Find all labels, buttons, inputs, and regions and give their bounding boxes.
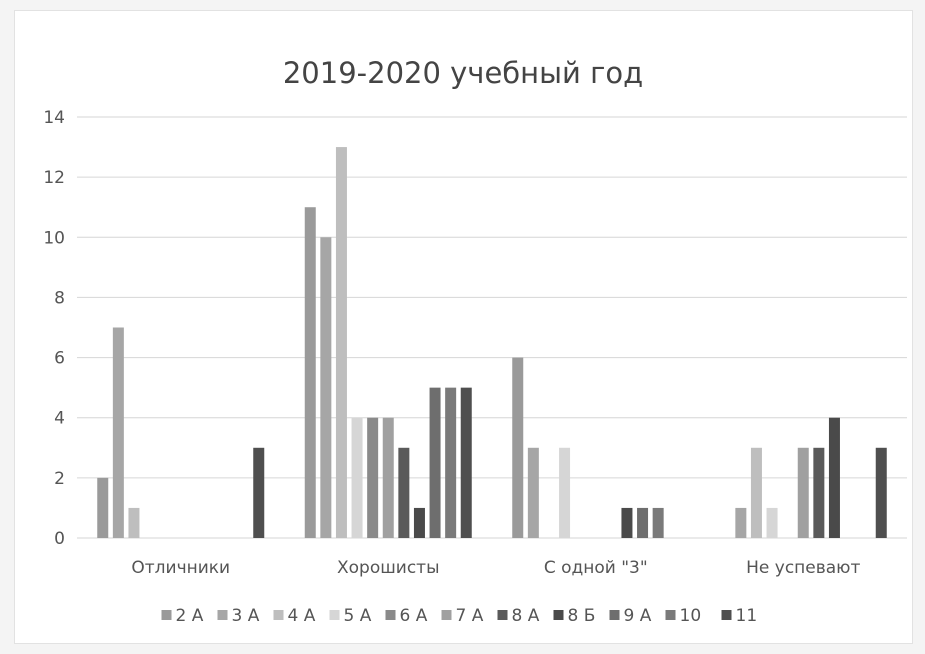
y-tick-label: 12 [43,168,65,188]
bar [304,207,316,538]
category-label: Хорошисты [337,558,440,578]
bar [875,447,887,538]
bar [253,447,265,538]
legend-swatch [161,610,172,620]
legend-label: 3 А [232,606,260,626]
category-label: Не успевают [746,558,860,578]
bar [429,387,441,538]
category-labels: Отличники Хорошисты С одной "3" Не успевают [131,558,860,578]
bar [460,387,472,538]
legend-swatch [385,610,396,620]
legend: 2 А 3 А 4 А 5 А 6 А 7 А 8 А 8 Б 9 А 10 11 [161,606,758,626]
bar [112,327,124,538]
bar [97,477,109,538]
bar [797,447,809,538]
category-label: Отличники [131,558,230,578]
y-tick-label: 6 [54,349,65,369]
y-tick-label: 8 [54,288,65,308]
chart-svg: 2019-2020 учебный год 0 2 4 6 8 10 12 14 Отличн… [43,56,907,626]
bar [813,447,825,538]
legend-label: 6 А [400,606,428,626]
category-label: С одной "3" [544,558,648,578]
bar [735,507,747,538]
legend-swatch [329,610,340,620]
legend-label: 8 Б [568,606,596,626]
legend-label: 2 А [176,606,204,626]
bars [97,147,887,539]
bar [445,387,457,538]
legend-label: 5 А [344,606,372,626]
legend-label: 9 А [624,606,652,626]
bar [750,447,762,538]
y-tick-label: 2 [54,469,65,489]
y-axis-tick-labels: 0 2 4 6 8 10 12 14 [43,108,65,549]
y-tick-label: 4 [54,409,65,429]
bar [766,507,778,538]
bar [637,507,649,538]
bar [367,417,379,538]
gridlines [77,116,907,539]
bar [398,447,410,538]
legend-swatch [665,610,676,620]
bar [527,447,539,538]
bar [335,147,347,539]
chart-frame: 2019-2020 учебный год 0 2 4 6 8 10 12 14 Отличн… [14,10,913,644]
y-tick-label: 10 [43,228,65,248]
legend-swatch [553,610,564,620]
chart-title: 2019-2020 учебный год [283,56,643,90]
legend-swatch [609,610,620,620]
bar [413,507,425,538]
bar [559,447,571,538]
legend-swatch [721,610,732,620]
bar [652,507,664,538]
legend-swatch [497,610,508,620]
legend-label: 4 А [288,606,316,626]
y-tick-label: 0 [54,529,65,549]
bar [382,417,394,538]
legend-label: 11 [736,606,758,626]
legend-swatch [273,610,284,620]
bar [351,417,363,538]
bar [320,237,332,539]
y-tick-label: 14 [43,108,65,128]
legend-label: 10 [680,606,702,626]
legend-label: 8 А [512,606,540,626]
bar [828,417,840,538]
bar [621,507,633,538]
legend-label: 7 А [456,606,484,626]
legend-swatch [217,610,228,620]
bar [128,507,140,538]
legend-swatch [441,610,452,620]
bar [512,357,524,538]
